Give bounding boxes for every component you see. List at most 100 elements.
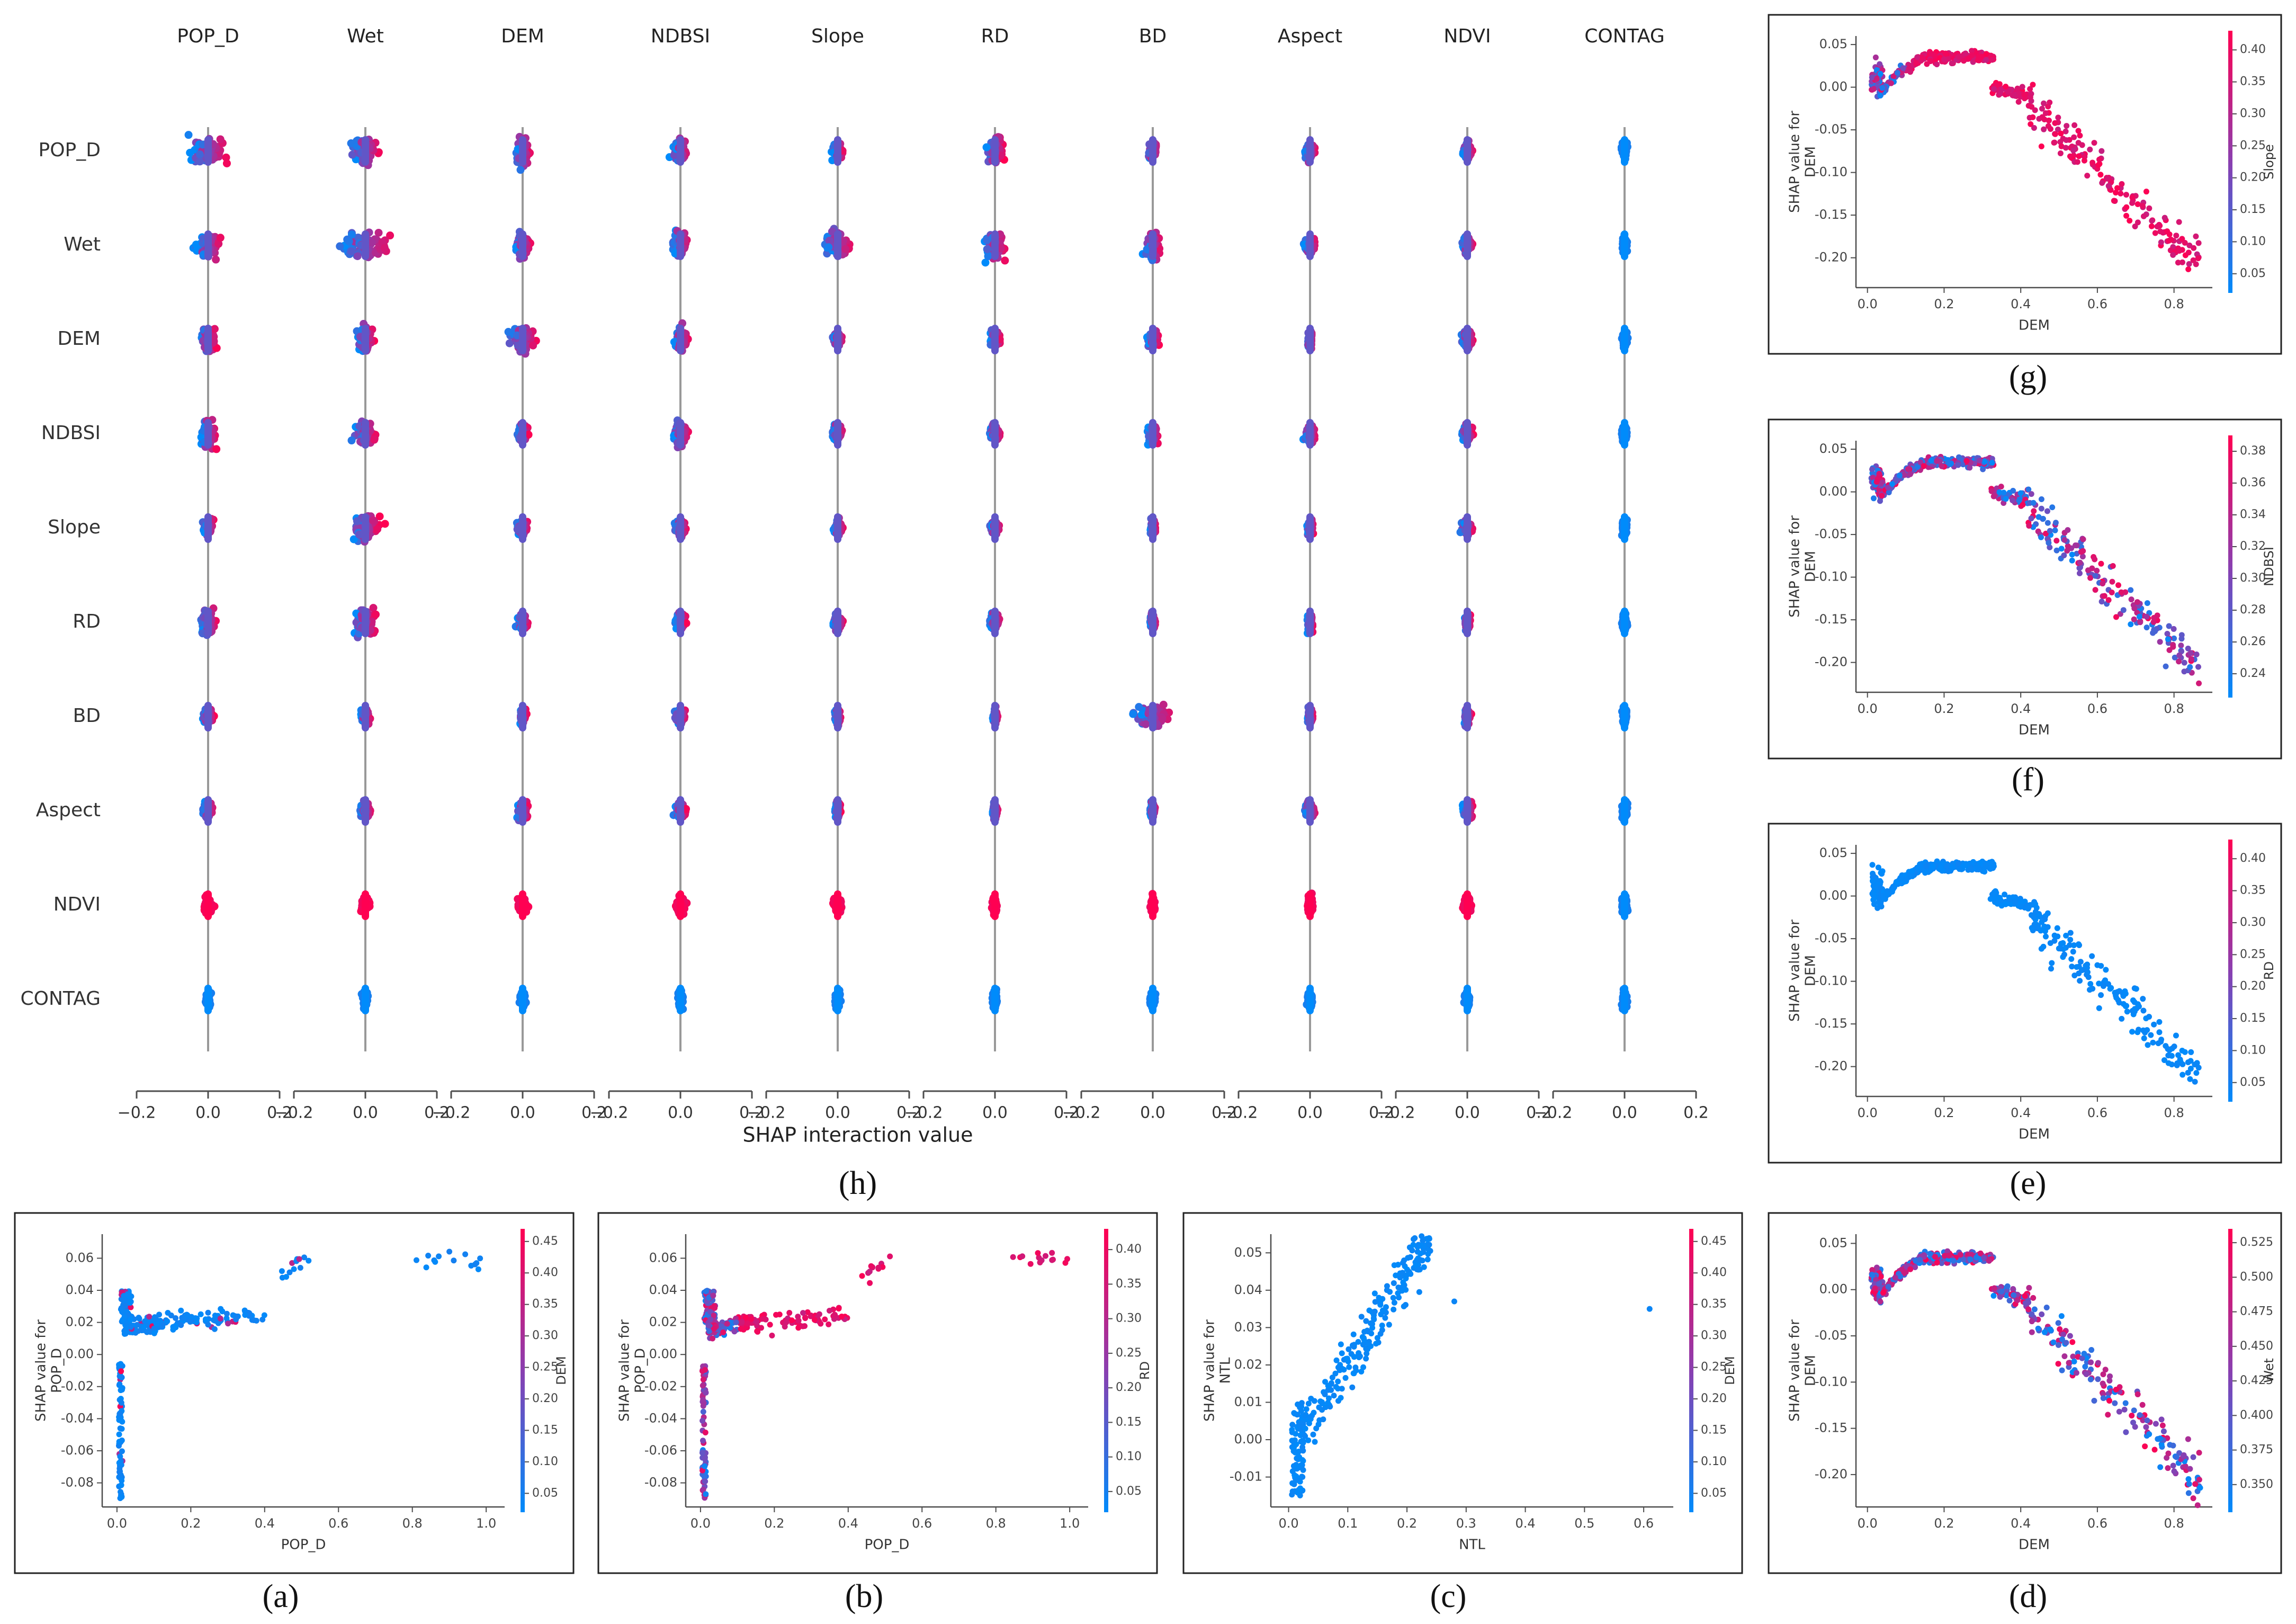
- x-tick-label: −0.2: [118, 1104, 156, 1122]
- interaction-point: [516, 166, 525, 174]
- x-tick-label: −0.2: [275, 1104, 313, 1122]
- interaction-core: [677, 890, 684, 920]
- interaction-core: [1149, 325, 1156, 354]
- interaction-core: [677, 230, 684, 260]
- interaction-core: [204, 325, 212, 354]
- interaction-point: [529, 341, 537, 350]
- x-tick-label: 0.2: [267, 1104, 292, 1122]
- interaction-core: [519, 230, 526, 260]
- interaction-point: [369, 516, 378, 524]
- x-axis-label: SHAP interaction value: [742, 1123, 973, 1147]
- column-title-ndvi: NDVI: [1443, 25, 1491, 47]
- interaction-core: [204, 985, 212, 1014]
- row-label-ndbsi: NDBSI: [41, 422, 101, 444]
- interaction-point: [375, 512, 384, 521]
- column-title-aspect: Aspect: [1278, 25, 1342, 47]
- interaction-core: [362, 230, 369, 260]
- interaction-point: [380, 244, 389, 252]
- interaction-core: [677, 796, 684, 826]
- interaction-core: [677, 608, 684, 637]
- interaction-core: [991, 419, 999, 449]
- interaction-point: [381, 520, 389, 528]
- interaction-point: [372, 610, 380, 619]
- row-label-contag: CONTAG: [21, 988, 101, 1010]
- x-tick-label: 0.0: [668, 1104, 693, 1122]
- interaction-point: [1129, 710, 1137, 718]
- interaction-core: [834, 608, 841, 637]
- interaction-core: [1149, 136, 1156, 166]
- interaction-core: [834, 890, 841, 920]
- interaction-point: [349, 535, 358, 543]
- interaction-point: [369, 604, 378, 612]
- interaction-point: [353, 517, 361, 525]
- interaction-core: [204, 702, 212, 731]
- interaction-core: [204, 419, 212, 449]
- interaction-point: [186, 148, 194, 157]
- interaction-core: [677, 325, 684, 354]
- interaction-core: [1149, 796, 1156, 826]
- interaction-point: [216, 234, 225, 242]
- interaction-point: [336, 242, 344, 251]
- interaction-core: [991, 702, 999, 731]
- interaction-core: [991, 796, 999, 826]
- column-title-wet: Wet: [347, 25, 384, 47]
- interaction-point: [373, 525, 382, 533]
- x-tick-label: 0.2: [424, 1104, 450, 1122]
- interaction-point: [212, 445, 221, 453]
- interaction-core: [519, 419, 526, 449]
- interaction-core: [991, 230, 999, 260]
- interaction-core: [519, 985, 526, 1014]
- interaction-core: [362, 985, 369, 1014]
- x-tick-label: 0.0: [510, 1104, 535, 1122]
- interaction-core: [991, 513, 999, 543]
- row-label-ndvi: NDVI: [53, 894, 101, 915]
- interaction-point: [386, 231, 394, 240]
- interaction-point: [983, 245, 992, 254]
- x-tick-label: −0.2: [904, 1104, 943, 1122]
- interaction-point: [841, 245, 849, 253]
- interaction-core: [204, 796, 212, 826]
- interaction-core: [834, 419, 841, 449]
- interaction-point: [214, 239, 223, 248]
- interaction-point: [347, 436, 356, 445]
- x-tick-label: 0.0: [195, 1104, 221, 1122]
- x-tick-label: −0.2: [432, 1104, 471, 1122]
- interaction-core: [362, 608, 369, 637]
- row-label-rd: RD: [73, 611, 101, 632]
- column-title-ndbsi: NDBSI: [651, 25, 710, 47]
- interaction-core: [677, 702, 684, 731]
- interaction-core: [519, 702, 526, 731]
- x-tick-label: −0.2: [1062, 1104, 1101, 1122]
- row-label-wet: Wet: [64, 234, 101, 255]
- interaction-point: [367, 238, 376, 247]
- interaction-core: [362, 419, 369, 449]
- interaction-core: [834, 985, 841, 1014]
- interaction-point: [1159, 700, 1168, 709]
- interaction-point: [1135, 703, 1143, 711]
- interaction-core: [1149, 702, 1156, 731]
- interaction-core: [519, 890, 526, 920]
- interaction-core: [362, 136, 369, 166]
- interaction-point: [374, 228, 383, 237]
- interaction-core: [362, 702, 369, 731]
- interaction-core: [834, 796, 841, 826]
- interaction-core: [204, 230, 212, 260]
- interaction-core: [1149, 230, 1156, 260]
- x-tick-label: 0.0: [825, 1104, 850, 1122]
- interaction-core: [1149, 608, 1156, 637]
- interaction-point: [1142, 720, 1150, 728]
- interaction-core: [362, 513, 369, 543]
- interaction-core: [204, 513, 212, 543]
- interaction-core: [362, 325, 369, 354]
- interaction-point: [222, 159, 231, 167]
- column-title-contag: CONTAG: [1584, 25, 1665, 47]
- interaction-point: [216, 135, 225, 144]
- x-tick-label: −0.2: [590, 1104, 629, 1122]
- interaction-core: [362, 890, 369, 920]
- interaction-point: [984, 252, 992, 261]
- row-label-aspect: Aspect: [36, 799, 101, 821]
- interaction-core: [677, 136, 684, 166]
- interaction-core: [991, 136, 999, 166]
- row-label-bd: BD: [73, 705, 101, 727]
